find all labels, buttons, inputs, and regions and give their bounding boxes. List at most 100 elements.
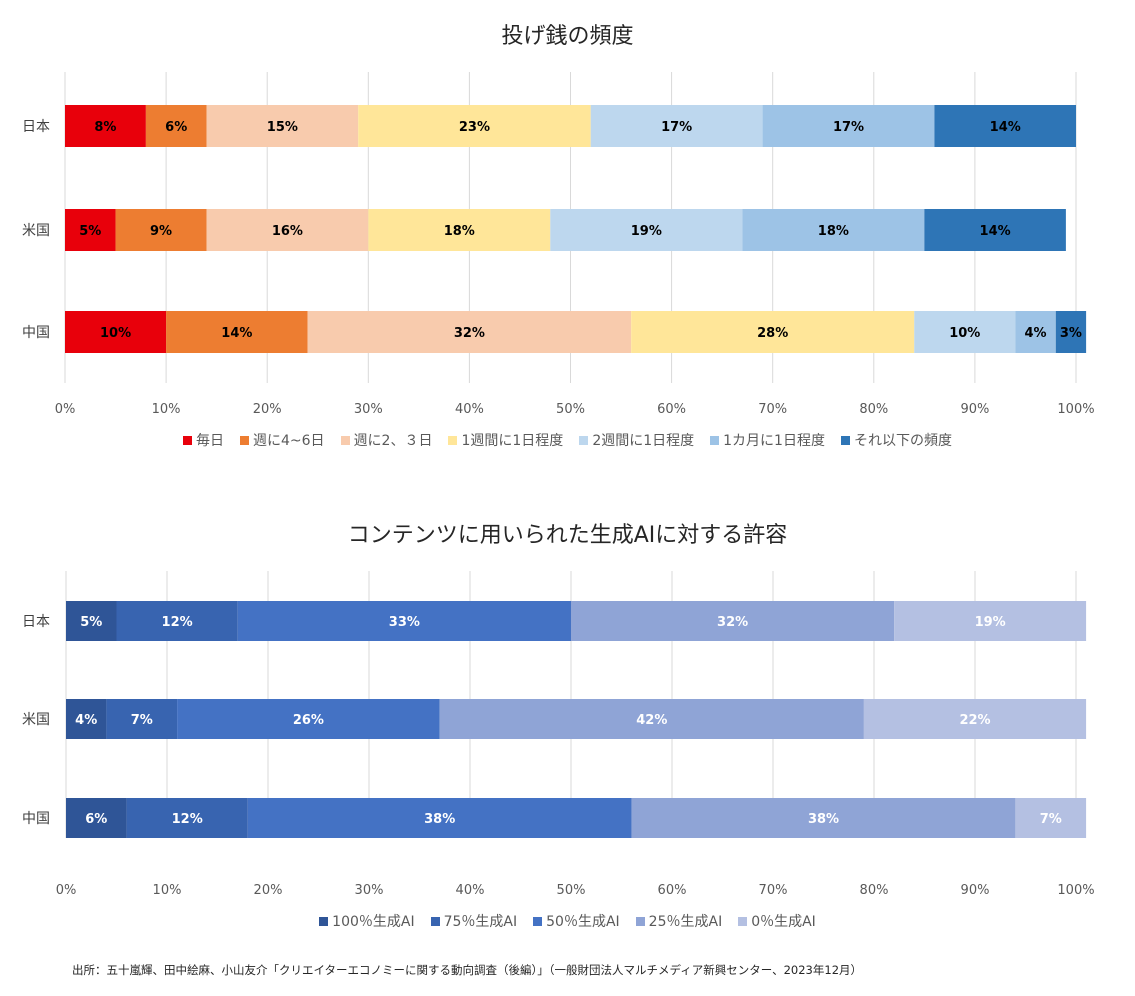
- x-tick-label-80: 80%: [860, 883, 889, 898]
- legend-label: 週に4~6日: [253, 433, 325, 449]
- bar-segment-series-2-row-2: [115, 209, 207, 251]
- data-label-series-2-row-1: 12%: [162, 615, 193, 630]
- category-label: 日本: [22, 614, 50, 630]
- legend-swatch: [579, 435, 589, 445]
- chart-title-tipping-frequency: 投げ銭の頻度: [501, 24, 634, 49]
- data-label-series-4-row-3: 28%: [757, 326, 788, 341]
- data-label-series-5-row-3: 10%: [949, 326, 980, 341]
- x-tick-label-70: 70%: [758, 402, 787, 417]
- bar-segment-series-3-row-3: [307, 311, 632, 353]
- bar-segment-series-1-row-3: [65, 311, 167, 353]
- category-label: 中国: [22, 811, 50, 827]
- category-label: 米国: [22, 712, 50, 728]
- bar-segment-series-5-row-1: [590, 105, 763, 147]
- legend-item-4: 25％生成AI: [635, 911, 722, 931]
- x-tick-label-40: 40%: [455, 402, 484, 417]
- data-label-series-4-row-2: 42%: [636, 713, 667, 728]
- legend-swatch: [448, 435, 458, 445]
- bar-segment-series-1-row-1: [65, 105, 146, 147]
- data-label-series-6-row-2: 18%: [818, 224, 849, 239]
- legend-item-1: 毎日: [183, 430, 224, 450]
- data-label-series-2-row-1: 6%: [165, 120, 187, 135]
- data-label-series-2-row-2: 9%: [150, 224, 172, 239]
- legend-label: 毎日: [196, 433, 225, 449]
- bar-segment-series-6-row-3: [1015, 311, 1056, 353]
- x-tick-label-90: 90%: [961, 883, 990, 898]
- data-label-series-7-row-2: 14%: [980, 224, 1011, 239]
- legend-swatch: [183, 435, 193, 445]
- bar-segment-series-4-row-1: [358, 105, 591, 147]
- bar-segment-series-2-row-2: [106, 699, 178, 739]
- category-label: 日本: [22, 119, 50, 135]
- legend-item-1: 100％生成AI: [319, 911, 415, 931]
- legend-swatch: [240, 435, 250, 445]
- legend-item-2: 週に4~6日: [240, 430, 325, 450]
- x-tick-label-0: 0%: [56, 883, 77, 898]
- bar-segment-series-3-row-1: [237, 601, 571, 641]
- data-label-series-1-row-2: 4%: [75, 713, 97, 728]
- data-label-series-4-row-1: 23%: [459, 120, 490, 135]
- legend-swatch: [738, 916, 748, 926]
- bar-segment-series-3-row-2: [177, 699, 440, 739]
- data-label-series-5-row-1: 19%: [975, 615, 1006, 630]
- legend-ai-acceptance: 100％生成AI 75％生成AI 50％生成AI 25％生成AI 0％生成AI: [0, 911, 1135, 931]
- data-label-series-3-row-1: 33%: [389, 615, 420, 630]
- x-tick-label-50: 50%: [556, 402, 585, 417]
- data-label-series-1-row-1: 8%: [94, 120, 116, 135]
- legend-label: 2週間に1日程度: [592, 433, 695, 449]
- x-tick-label-30: 30%: [355, 883, 384, 898]
- x-tick-label-30: 30%: [354, 402, 383, 417]
- x-tick-label-90: 90%: [960, 402, 989, 417]
- x-tick-label-10: 10%: [153, 883, 182, 898]
- x-tick-label-0: 0%: [55, 402, 76, 417]
- data-label-series-3-row-2: 16%: [272, 224, 303, 239]
- x-tick-label-50: 50%: [557, 883, 586, 898]
- data-label-series-3-row-2: 26%: [293, 713, 324, 728]
- bar-segment-series-3-row-2: [206, 209, 369, 251]
- bar-segment-series-2-row-3: [166, 311, 308, 353]
- legend-item-4: 1週間に1日程度: [448, 430, 563, 450]
- data-label-series-3-row-3: 32%: [454, 326, 485, 341]
- legend-item-6: 1カ月に1日程度: [710, 430, 825, 450]
- bar-segment-series-1-row-3: [66, 798, 127, 838]
- bar-segment-series-4-row-1: [571, 601, 895, 641]
- legend-tipping-frequency: 毎日 週に4~6日 週に2、３日 1週間に1日程度 2週間に1日程度 1カ月に1日程度 それ…: [0, 430, 1135, 450]
- category-label: 米国: [22, 223, 50, 239]
- data-label-series-1-row-3: 10%: [100, 326, 131, 341]
- bar-segment-series-4-row-2: [368, 209, 551, 251]
- x-tick-label-10: 10%: [152, 402, 181, 417]
- data-label-series-1-row-2: 5%: [79, 224, 101, 239]
- legend-item-5: 2週間に1日程度: [579, 430, 694, 450]
- bar-segment-series-6-row-2: [742, 209, 925, 251]
- x-tick-label-40: 40%: [456, 883, 485, 898]
- bar-segment-series-3-row-1: [206, 105, 359, 147]
- data-label-series-1-row-1: 5%: [80, 615, 102, 630]
- x-tick-label-60: 60%: [657, 402, 686, 417]
- legend-label: 50％生成AI: [546, 914, 620, 930]
- legend-item-3: 50％生成AI: [533, 911, 620, 931]
- legend-item-7: それ以下の頻度: [840, 430, 952, 450]
- legend-item-3: 週に2、３日: [340, 430, 432, 450]
- bar-segment-series-6-row-1: [762, 105, 935, 147]
- legend-label: 100％生成AI: [332, 914, 415, 930]
- bar-segment-series-4-row-2: [439, 699, 864, 739]
- data-label-series-3-row-3: 38%: [424, 812, 455, 827]
- data-label-series-4-row-1: 32%: [717, 615, 748, 630]
- bar-segment-series-1-row-2: [65, 209, 116, 251]
- legend-label: 1カ月に1日程度: [723, 433, 825, 449]
- data-label-series-2-row-3: 12%: [172, 812, 203, 827]
- legend-swatch: [710, 435, 720, 445]
- category-label: 中国: [22, 325, 50, 341]
- data-label-series-7-row-1: 14%: [990, 120, 1021, 135]
- data-label-series-2-row-2: 7%: [131, 713, 153, 728]
- chart-title-ai-acceptance: コンテンツに用いられた生成AIに対する許容: [347, 523, 788, 548]
- x-tick-label-80: 80%: [859, 402, 888, 417]
- data-label-series-2-row-3: 14%: [221, 326, 252, 341]
- bar-segment-series-7-row-1: [934, 105, 1076, 147]
- bar-segment-series-3-row-3: [247, 798, 632, 838]
- x-tick-label-60: 60%: [658, 883, 687, 898]
- bar-segment-series-5-row-3: [1015, 798, 1087, 838]
- bar-segment-series-1-row-1: [66, 601, 117, 641]
- data-label-series-7-row-3: 3%: [1060, 326, 1082, 341]
